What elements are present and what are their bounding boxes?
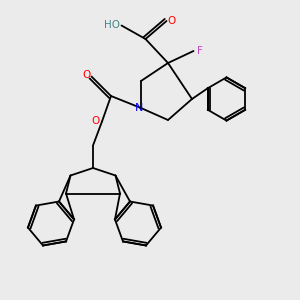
- Text: O: O: [91, 116, 100, 127]
- Text: N: N: [135, 103, 144, 113]
- Text: HO: HO: [104, 20, 120, 31]
- Text: F: F: [196, 46, 202, 56]
- Text: O: O: [82, 70, 90, 80]
- Text: O: O: [167, 16, 175, 26]
